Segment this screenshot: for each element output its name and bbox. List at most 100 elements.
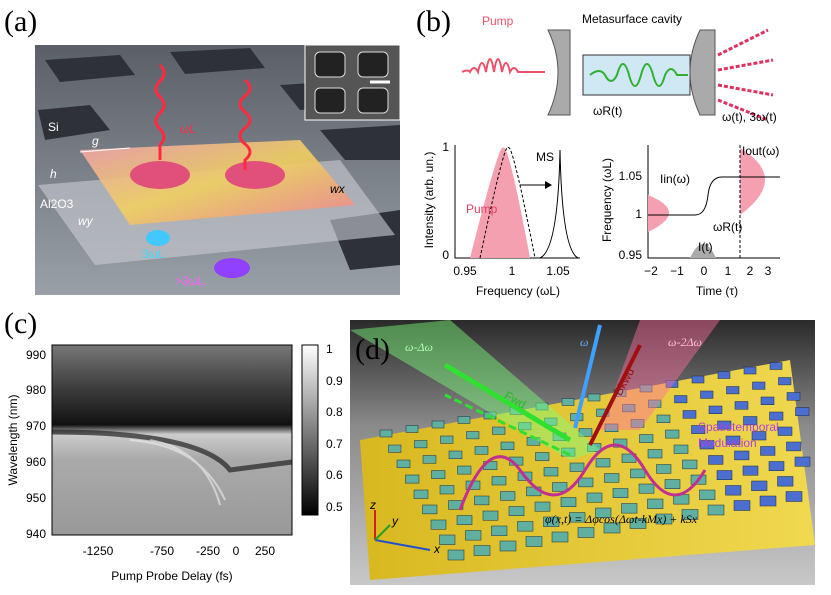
pillar: [457, 465, 472, 475]
pillar: [405, 474, 420, 484]
pillar: [769, 362, 783, 370]
pillar: [734, 401, 749, 410]
y-tick-label: 940: [26, 527, 46, 541]
pillar: [743, 416, 758, 425]
pillar: [691, 375, 705, 384]
colorbar-tick-label: 0.9: [326, 374, 343, 388]
modulation-wave: [458, 443, 707, 511]
colorbar-tick-label: 0.7: [326, 437, 343, 451]
pillar: [656, 414, 671, 423]
panel-d: (d) ω-Δω ω ω-2Δω Fwd Bkwd Spatiotemporal…: [350, 320, 815, 585]
pillar: [474, 446, 489, 455]
pillar: [700, 390, 714, 399]
pillar: [664, 479, 681, 489]
label-i-t: I(t): [698, 240, 713, 254]
pillar: [760, 446, 776, 456]
colorbar-tick-label: 0.6: [326, 468, 343, 482]
colorbar-tick-label: 0.5: [326, 500, 343, 514]
pillar: [586, 492, 603, 503]
pillar: [552, 482, 568, 492]
pillar: [639, 434, 654, 443]
hotspot: [130, 161, 190, 189]
y-tick-label: 0: [442, 248, 449, 262]
label-pump: Pump: [482, 14, 514, 28]
pillar: [38, 105, 110, 140]
pillar: [45, 55, 135, 82]
pillar: [725, 485, 742, 496]
pillar: [777, 476, 794, 487]
label-modulation: Spatiotemporal: [698, 420, 779, 434]
pillar: [543, 516, 560, 527]
label-omega-r: ωR(t): [593, 104, 622, 118]
label-i-out: Iout(ω): [742, 144, 779, 158]
hotspot: [225, 161, 285, 189]
x-tick-label: 0: [233, 544, 240, 558]
pillar: [577, 527, 595, 538]
pillar: [752, 381, 766, 390]
pillar: [682, 410, 697, 419]
pillar: [569, 512, 586, 523]
y-tick-label: 990: [26, 348, 46, 362]
pillar: [699, 440, 715, 450]
pillar: [725, 435, 741, 445]
label-omega: ωL: [180, 122, 196, 136]
pillar: [760, 396, 775, 405]
arrow-head: [545, 181, 552, 189]
pillar: [795, 407, 810, 416]
pump-pulse: [154, 63, 166, 160]
pillar: [691, 425, 706, 434]
pillar: [638, 483, 655, 494]
pillar: [465, 530, 482, 541]
ms-spectrum: [539, 149, 579, 259]
pillar: [743, 366, 757, 375]
pillar: [499, 540, 517, 552]
pillar: [604, 423, 619, 432]
y-tick-label: 980: [26, 383, 46, 397]
metasurface: [360, 360, 815, 580]
pillar: [717, 420, 732, 430]
pillar: [647, 449, 663, 459]
pillar: [603, 522, 621, 534]
resonance-curve: [648, 176, 780, 216]
pillar: [457, 416, 471, 424]
pillar: [785, 491, 803, 502]
mirror: [689, 29, 716, 116]
pillar: [543, 467, 559, 477]
x-tick-label: -250: [196, 544, 220, 558]
pillar: [491, 525, 508, 536]
pillar: [170, 48, 265, 74]
pillar: [621, 503, 638, 514]
label-wy: wy: [78, 214, 94, 228]
panel-a: (a) Si g ωL h Al2O3 wx wy 3ωL >3ωL: [4, 5, 401, 295]
pillar: [551, 531, 569, 543]
label-substrate: Al2O3: [40, 197, 74, 211]
pillar: [751, 431, 767, 441]
pillar: [717, 371, 731, 379]
pillar: [440, 435, 454, 444]
pillar: [622, 404, 636, 413]
axis-label: x: [433, 542, 441, 556]
pillar: [474, 495, 490, 506]
pillar: [630, 419, 645, 428]
pillar: [768, 461, 785, 471]
heatmap-fringes: [129, 439, 226, 506]
pillar: [525, 536, 543, 547]
pillar: [742, 465, 759, 476]
label-output: ω(t), 3ω(t): [722, 110, 777, 124]
label-omega-r: ωR(t): [713, 220, 742, 234]
pillar: [734, 450, 750, 461]
pillar: [561, 398, 575, 406]
pillar: [708, 405, 723, 414]
pulse-intensity: [690, 244, 716, 258]
dashed-spectrum: [479, 147, 536, 259]
pillar: [769, 411, 784, 421]
pillar: [500, 441, 515, 450]
pillar: [456, 515, 473, 525]
x-tick-label: 3: [765, 264, 772, 278]
x-tick-label: −2: [644, 264, 658, 278]
pillar: [777, 426, 793, 436]
panel-label: (d): [355, 333, 390, 366]
label-beam-fwd: ω-Δω: [405, 340, 433, 354]
pillar: [707, 504, 725, 516]
y-axis-label: Frequency (ωL): [600, 158, 614, 242]
